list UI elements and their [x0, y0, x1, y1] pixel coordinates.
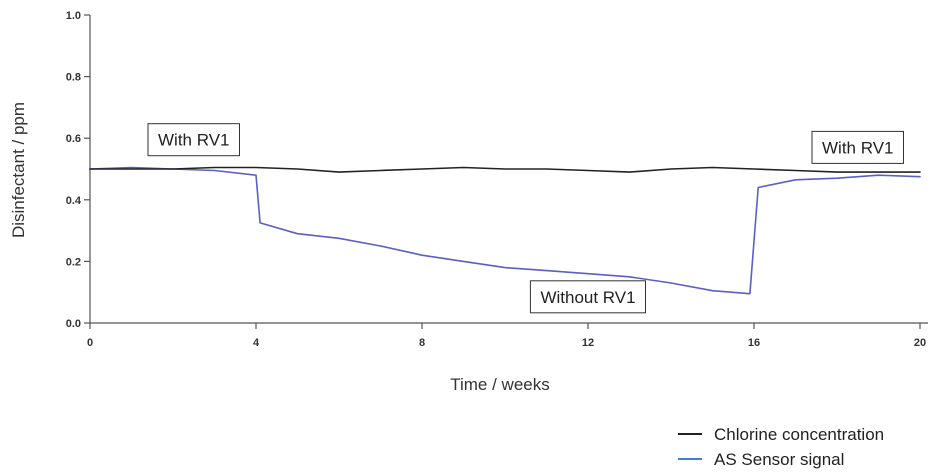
annotation-text: With RV1 [822, 138, 894, 157]
annotation-label: With RV1 [147, 123, 240, 157]
y-tick-label: 0.4 [66, 195, 82, 207]
series-line-1 [89, 166, 921, 295]
y-tick-label: 0.2 [66, 256, 81, 268]
x-tick-label: 4 [253, 337, 260, 349]
legend-label: AS Sensor signal [714, 450, 844, 469]
x-tick-label: 8 [419, 337, 425, 349]
x-axis-title: Time / weeks [450, 375, 550, 394]
y-axis-title: Disinfectant / ppm [9, 102, 28, 238]
x-tick-label: 12 [582, 337, 594, 349]
y-tick-label: 0.6 [66, 133, 81, 145]
annotation-box [529, 280, 647, 314]
annotation-text: With RV1 [158, 131, 230, 150]
annotation-box [147, 123, 240, 157]
legend-item: AS Sensor signal [678, 450, 844, 469]
x-tick-label: 16 [748, 337, 760, 349]
y-tick-label: 0.8 [66, 72, 81, 84]
y-tick-label: 0.0 [66, 318, 81, 330]
annotation-box [811, 130, 904, 164]
annotation-text: Without RV1 [540, 288, 635, 307]
y-tick-label: 1.0 [66, 10, 81, 22]
legend: Chlorine concentration AS Sensor signal [678, 425, 884, 469]
annotation-label: With RV1 [811, 130, 904, 164]
legend-label: Chlorine concentration [714, 425, 884, 444]
axes: 0.0 0.2 0.4 0.6 0.8 1.0 0 4 8 12 16 20 [66, 10, 928, 349]
x-tick-label: 0 [87, 337, 93, 349]
x-tick-label: 20 [914, 337, 926, 349]
annotation-label: Without RV1 [529, 280, 647, 314]
annotations-group: With RV1 With RV1 Without RV1 [147, 123, 904, 314]
series-line-0 [89, 166, 921, 173]
series-group [89, 166, 921, 295]
legend-item: Chlorine concentration [678, 425, 884, 444]
